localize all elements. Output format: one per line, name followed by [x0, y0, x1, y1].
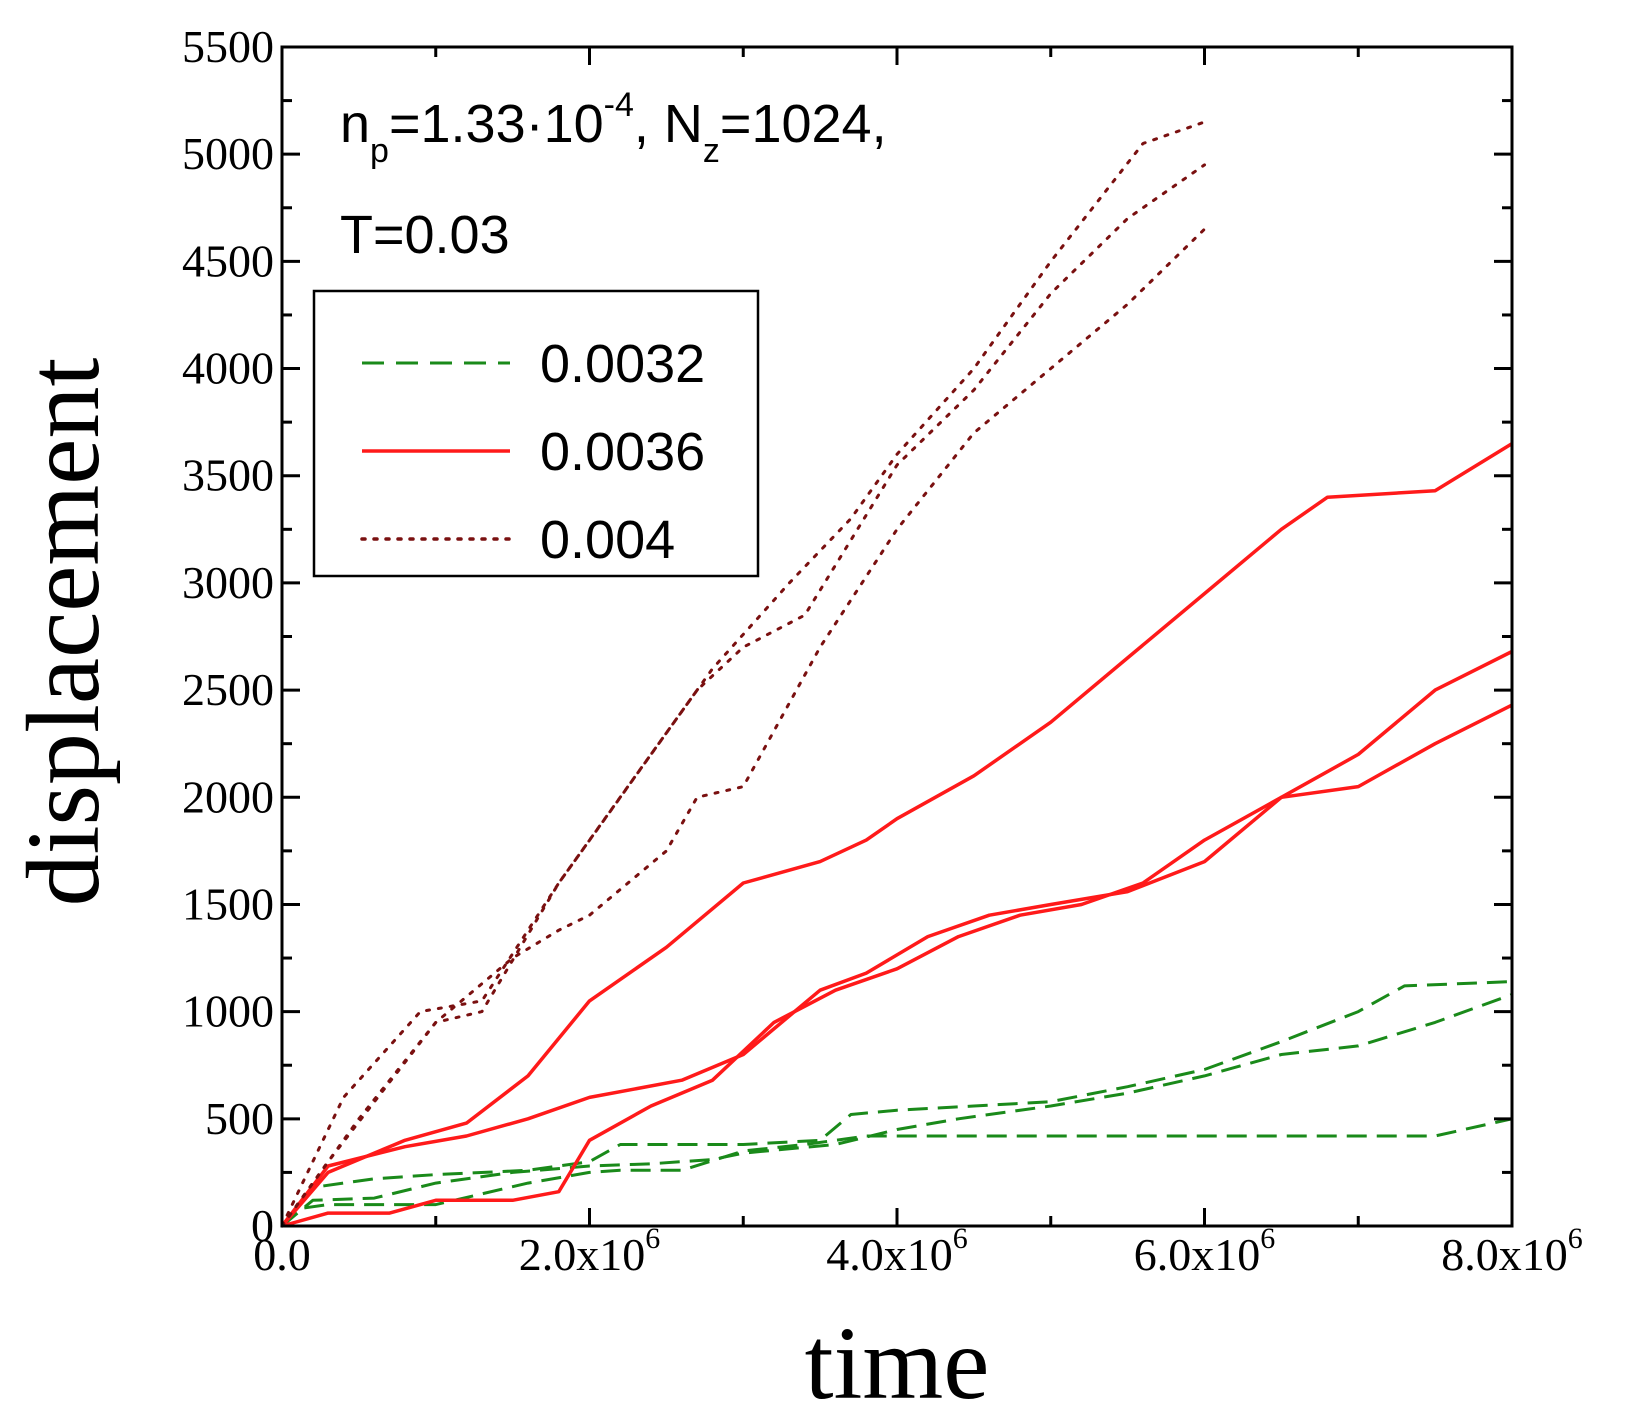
x-tick-label: 6.0x106 — [1134, 1222, 1276, 1280]
y-tick-label: 1000 — [182, 986, 274, 1037]
x-tick-label: 4.0x106 — [826, 1222, 968, 1280]
y-axis-title: displacement — [6, 358, 121, 907]
series-line-0.004-run-3 — [280, 120, 1206, 1228]
x-tick-label: 0.0 — [253, 1229, 311, 1280]
y-tick-labels: 0 500 1000 1500 2000 2500 3000 3500 4000 4500 5000… — [182, 21, 274, 1251]
annotation-n-sub2: z — [703, 132, 720, 170]
y-tick-label: 500 — [205, 1093, 274, 1144]
y-tick-label: 4500 — [182, 235, 274, 286]
series-line-0.004-run-2 — [280, 163, 1206, 1228]
y-tick-label: 4000 — [182, 343, 274, 394]
y-tick-label: 5500 — [182, 21, 274, 72]
x-tick-label: 2.0x106 — [519, 1222, 661, 1280]
y-tick-label: 2000 — [182, 771, 274, 822]
series-line-0.0032-run-3 — [280, 980, 1513, 1227]
y-tick-label: 0 — [251, 1200, 274, 1251]
y-tick-label: 1500 — [182, 878, 274, 929]
ticks-layer — [280, 45, 1514, 1228]
annotation-eq2: =1024, — [720, 94, 887, 154]
legend-label-2: 0.004 — [540, 510, 675, 570]
x-axis-title: time — [805, 1306, 990, 1421]
x-tick-label: 8.0x106 — [1441, 1222, 1583, 1280]
annotation-line-2: T=0.03 — [340, 205, 510, 265]
y-tick-label: 5000 — [182, 128, 274, 179]
legend: 0.0032 0.0036 0.004 — [312, 289, 760, 578]
y-tick-label: 3000 — [182, 557, 274, 608]
annotation-line-1: np=1.33·10-4, Nz=1024, — [340, 86, 887, 170]
annotation-sep: , N — [634, 94, 703, 154]
legend-label-1: 0.0036 — [540, 422, 705, 482]
legend-box — [312, 289, 760, 578]
series-line-0.0032-run-1 — [280, 1117, 1513, 1228]
legend-label-0: 0.0032 — [540, 334, 705, 394]
annotation-exp: -4 — [604, 86, 634, 124]
annotation-n: n — [340, 94, 370, 154]
series-line-0.0032-run-2 — [281, 993, 1513, 1228]
annotation-eq1: =1.33·10 — [389, 94, 604, 154]
series-layer — [280, 120, 1513, 1228]
series-line-0.0036-run-3 — [280, 442, 1513, 1228]
y-tick-label: 3500 — [182, 450, 274, 501]
x-tick-labels: 0.0 2.0x106 4.0x106 6.0x106 8.0x106 — [253, 1222, 1583, 1280]
annotation-n-sub: p — [370, 132, 389, 170]
series-line-0.0036-run-2 — [281, 649, 1513, 1228]
series-line-0.004-run-1 — [280, 227, 1206, 1228]
y-tick-label: 2500 — [182, 664, 274, 715]
